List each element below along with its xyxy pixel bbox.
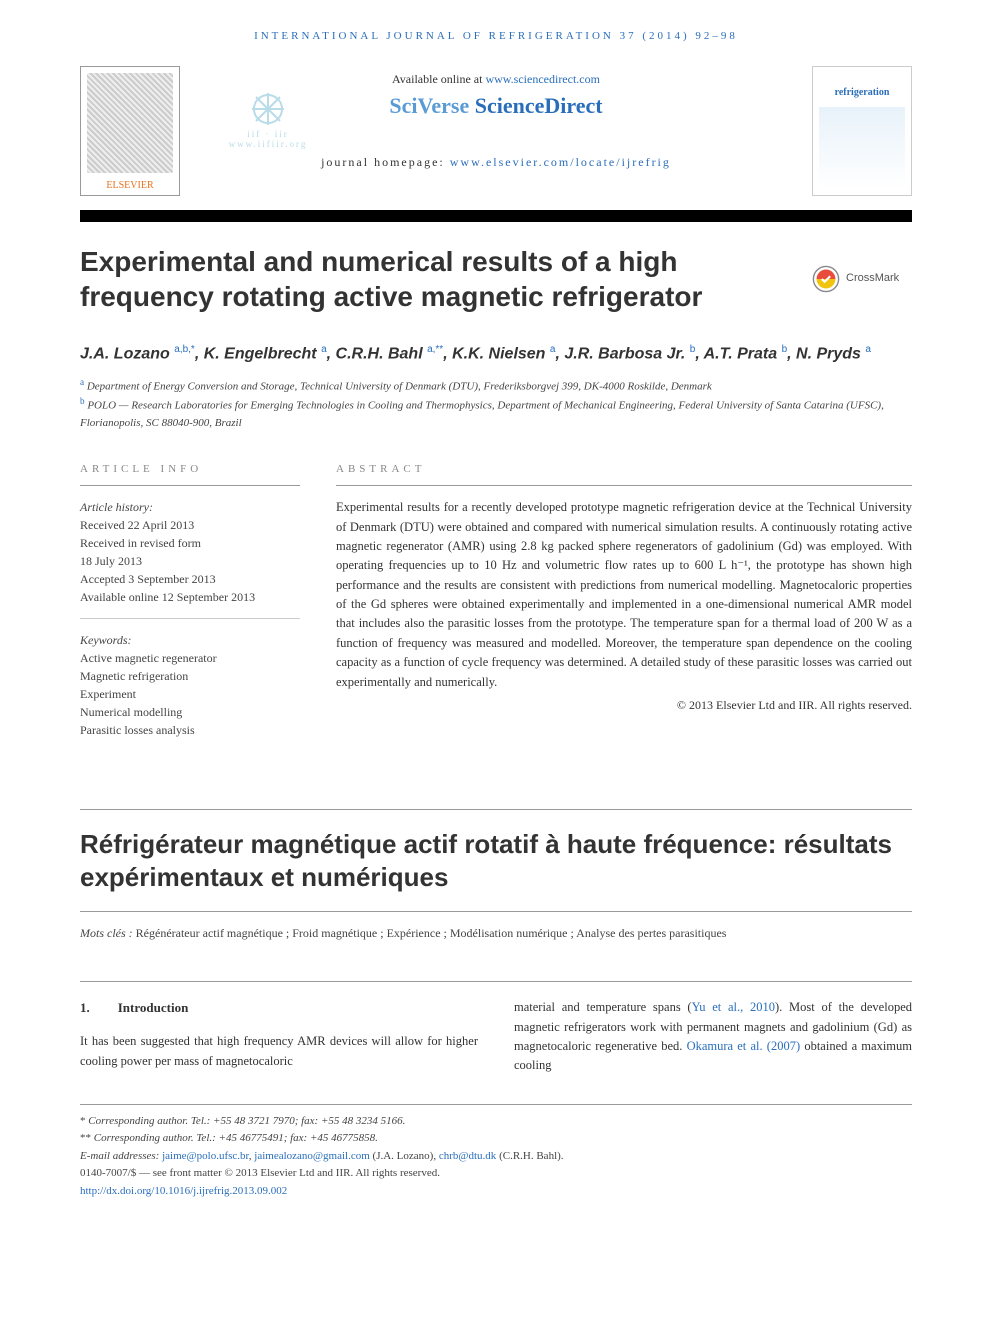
history-line: Received 22 April 2013 [80, 516, 300, 534]
keyword: Magnetic refrigeration [80, 667, 300, 685]
attr2: (C.R.H. Bahl). [496, 1150, 563, 1162]
email-line: E-mail addresses: jaime@polo.ufsc.br, ja… [80, 1148, 912, 1166]
issn-line: 0140-7007/$ — see front matter © 2013 El… [80, 1165, 912, 1183]
intro-para-left: It has been suggested that high frequenc… [80, 1032, 478, 1071]
keyword: Active magnetic regenerator [80, 649, 300, 667]
elsevier-logo[interactable]: ELSEVIER [80, 66, 180, 196]
body-col-right: material and temperature spans (Yu et al… [514, 998, 912, 1076]
intro-para-right: material and temperature spans (Yu et al… [514, 998, 912, 1076]
available-prefix: Available online at [392, 72, 485, 86]
keyword: Experiment [80, 685, 300, 703]
iif-text: iif · iir [247, 129, 289, 139]
affiliation: a Department of Energy Conversion and St… [80, 376, 912, 395]
masthead: ELSEVIER iif · iir www.iifiir.org Availa… [80, 66, 912, 196]
email-label: E-mail addresses: [80, 1150, 162, 1162]
citation-link[interactable]: Yu et al., 2010 [692, 1000, 775, 1014]
section-number: 1. [80, 1000, 90, 1015]
doi-link[interactable]: http://dx.doi.org/10.1016/j.ijrefrig.201… [80, 1185, 287, 1197]
star-1: * [80, 1115, 88, 1127]
snowflake-icon [244, 89, 292, 129]
journal-homepage: journal homepage: www.elsevier.com/locat… [198, 155, 794, 170]
cover-label: refrigeration [835, 87, 890, 98]
article-info-col: ARTICLE INFO Article history: Received 2… [80, 463, 300, 739]
text-a: material and temperature spans ( [514, 1000, 692, 1014]
affiliations: a Department of Energy Conversion and St… [80, 376, 912, 431]
sciverse-a: SciVerse [389, 93, 474, 118]
keywords-label: Keywords: [80, 631, 300, 649]
email-link[interactable]: jaime@polo.ufsc.br [162, 1150, 249, 1162]
journal-cover-thumb[interactable]: refrigeration [812, 66, 912, 196]
citation-link[interactable]: Okamura et al. (2007) [687, 1039, 801, 1053]
attr1: (J.A. Lozano), [370, 1150, 439, 1162]
french-title: Réfrigérateur magnétique actif rotatif à… [80, 809, 912, 912]
intro-heading: 1. Introduction [80, 998, 478, 1018]
authors: J.A. Lozano a,b,*, K. Engelbrecht a, C.R… [80, 342, 912, 366]
crossmark-icon [812, 265, 840, 293]
elsevier-tree-icon [87, 73, 173, 173]
corr-1-text: Corresponding author. Tel.: +55 48 3721 … [88, 1115, 405, 1127]
email-link[interactable]: jaimealozano@gmail.com [254, 1150, 370, 1162]
masthead-center: iif · iir www.iifiir.org Available onlin… [198, 66, 794, 196]
mots-cles-text: Régénérateur actif magnétique ; Froid ma… [136, 926, 727, 940]
crossmark-label: CrossMark [846, 272, 899, 286]
sciverse-b: ScienceDirect [475, 93, 603, 118]
crossmark-badge[interactable]: CrossMark [812, 244, 912, 314]
journal-hp-link[interactable]: www.elsevier.com/locate/ijrefrig [450, 155, 671, 169]
copyright-line: © 2013 Elsevier Ltd and IIR. All rights … [336, 698, 912, 713]
mots-cles-label: Mots clés : [80, 926, 136, 940]
abstract-col: ABSTRACT Experimental results for a rece… [336, 463, 912, 739]
history-line: Available online 12 September 2013 [80, 588, 300, 606]
thick-rule [80, 210, 912, 222]
running-head: INTERNATIONAL JOURNAL OF REFRIGERATION 3… [80, 30, 912, 42]
body-columns: 1. Introduction It has been suggested tha… [80, 981, 912, 1076]
iif-url: www.iifiir.org [229, 139, 308, 149]
footnotes: * Corresponding author. Tel.: +55 48 372… [80, 1104, 912, 1201]
corr-author-1: * Corresponding author. Tel.: +55 48 372… [80, 1113, 912, 1131]
sciencedirect-link[interactable]: www.sciencedirect.com [485, 72, 600, 86]
star-2: ** [80, 1132, 94, 1144]
corr-author-2: ** Corresponding author. Tel.: +45 46775… [80, 1130, 912, 1148]
history-line: Received in revised form [80, 534, 300, 552]
history-line: 18 July 2013 [80, 552, 300, 570]
journal-hp-prefix: journal homepage: [321, 155, 450, 169]
history-line: Accepted 3 September 2013 [80, 570, 300, 588]
article-title: Experimental and numerical results of a … [80, 244, 782, 314]
affiliation: b POLO — Research Laboratories for Emerg… [80, 395, 912, 431]
section-title: Introduction [118, 1000, 189, 1015]
cover-art-icon [819, 107, 905, 189]
article-info-head: ARTICLE INFO [80, 463, 300, 486]
page: INTERNATIONAL JOURNAL OF REFRIGERATION 3… [0, 0, 992, 1241]
abstract-head: ABSTRACT [336, 463, 912, 486]
keyword: Parasitic losses analysis [80, 721, 300, 739]
elsevier-label: ELSEVIER [106, 180, 153, 191]
iif-logo: iif · iir www.iifiir.org [208, 84, 328, 154]
keywords-block: Keywords: Active magnetic regeneratorMag… [80, 618, 300, 739]
mots-cles: Mots clés : Régénérateur actif magnétiqu… [80, 926, 912, 941]
history-label: Article history: [80, 498, 300, 516]
info-abstract-row: ARTICLE INFO Article history: Received 2… [80, 463, 912, 739]
history-block: Article history: Received 22 April 2013R… [80, 498, 300, 606]
article-title-row: Experimental and numerical results of a … [80, 244, 912, 314]
corr-2-text: Corresponding author. Tel.: +45 46775491… [94, 1132, 378, 1144]
email-link[interactable]: chrb@dtu.dk [439, 1150, 496, 1162]
body-col-left: 1. Introduction It has been suggested tha… [80, 998, 478, 1076]
keyword: Numerical modelling [80, 703, 300, 721]
abstract-text: Experimental results for a recently deve… [336, 498, 912, 692]
